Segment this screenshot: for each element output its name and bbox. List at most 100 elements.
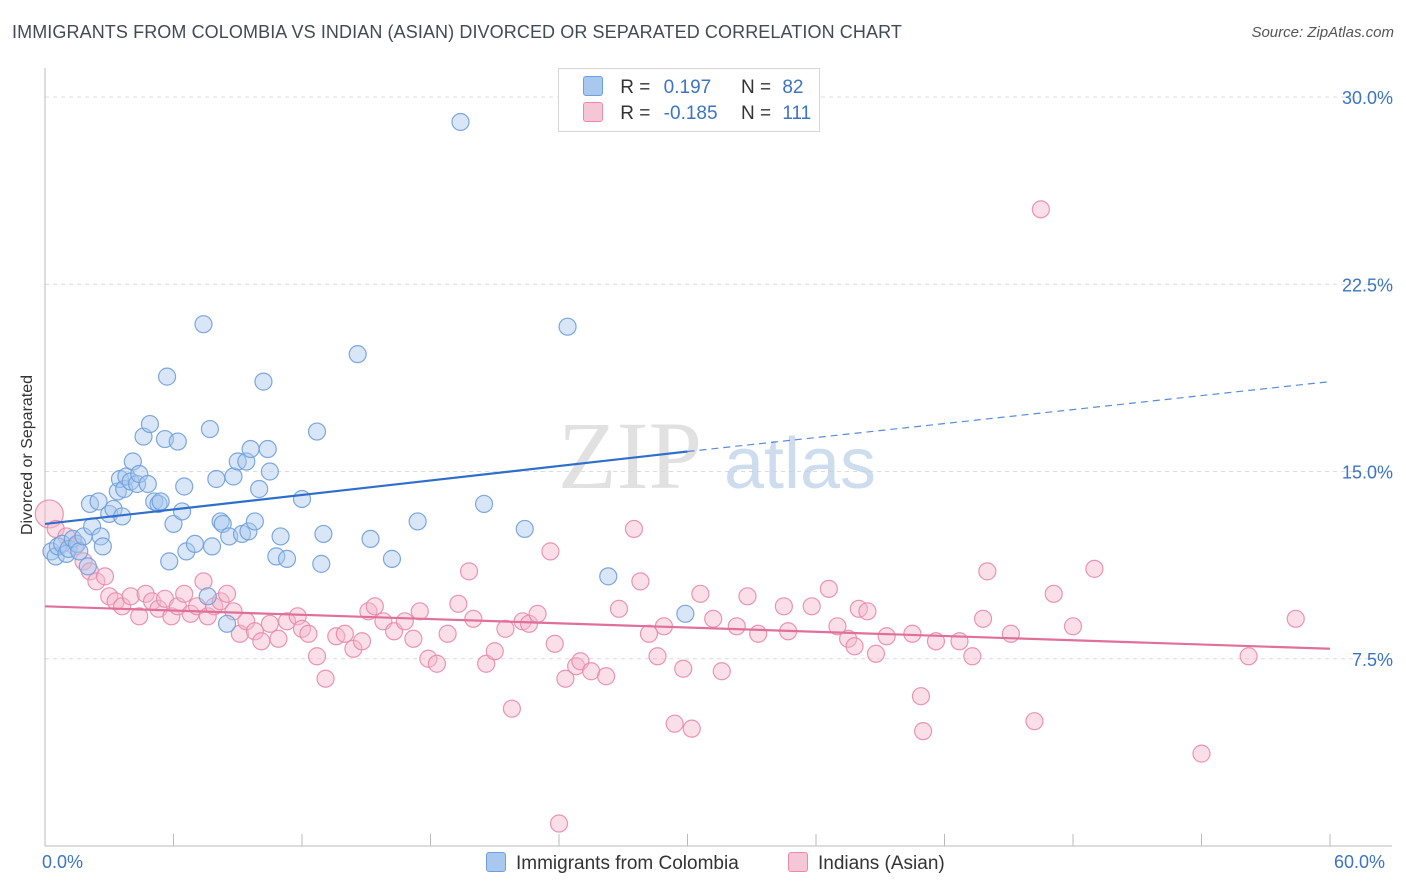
series-immigrants-from-colombia <box>42 112 695 633</box>
data-point <box>335 624 354 643</box>
data-point <box>292 489 312 509</box>
data-point <box>704 609 723 628</box>
y-tick-label: 7.5% <box>1352 650 1393 670</box>
data-point <box>474 494 494 514</box>
data-point <box>464 609 483 628</box>
data-point <box>157 367 177 386</box>
legend-n-value: 111 <box>782 103 812 124</box>
data-point <box>89 492 108 511</box>
data-point <box>307 422 327 441</box>
legend-swatch-pink <box>583 102 603 122</box>
data-point <box>599 567 618 586</box>
data-point <box>639 624 659 643</box>
legend-r-label: R = <box>620 103 651 124</box>
data-point <box>496 619 515 638</box>
legend-r-label: R = <box>620 77 651 98</box>
data-point <box>382 549 402 568</box>
data-point <box>802 597 821 616</box>
data-point <box>556 669 575 688</box>
data-point <box>828 617 847 636</box>
axes <box>44 68 1392 847</box>
legend-swatch-blue <box>583 76 603 96</box>
data-point <box>648 647 667 666</box>
data-point <box>254 372 273 391</box>
data-point <box>269 629 288 648</box>
data-point <box>314 524 333 544</box>
data-point <box>245 512 264 531</box>
data-point <box>978 562 997 581</box>
stats-legend: R = 0.197 N = 82 R = -0.185 N = 111 <box>558 68 820 132</box>
y-tick-label: 15.0% <box>1342 463 1393 483</box>
data-point <box>130 607 149 626</box>
data-point <box>162 607 181 626</box>
data-point <box>87 572 106 591</box>
data-point <box>1001 624 1020 643</box>
data-point <box>140 414 160 434</box>
data-point <box>352 632 372 651</box>
data-point <box>136 584 155 603</box>
data-point <box>194 315 213 334</box>
data-point <box>624 519 644 539</box>
watermark-zip: ZIP <box>558 402 702 509</box>
legend-label-indians: Indians (Asian) <box>818 853 945 874</box>
data-point <box>194 572 213 591</box>
data-point <box>260 462 279 481</box>
data-point <box>175 477 194 496</box>
data-point <box>549 814 569 833</box>
legend-r-value: 0.197 <box>663 77 712 98</box>
data-point <box>973 609 993 628</box>
data-point <box>774 597 793 616</box>
data-point <box>427 654 447 673</box>
data-point <box>138 474 157 494</box>
data-point <box>727 617 746 636</box>
watermark-atlas: atlas <box>724 424 876 504</box>
data-point <box>258 439 277 459</box>
legend-swatch-blue <box>486 852 506 872</box>
data-point <box>558 317 577 336</box>
data-point <box>528 604 547 623</box>
data-point <box>185 534 205 554</box>
data-point <box>121 587 140 606</box>
data-point <box>913 722 933 741</box>
data-point <box>93 537 112 556</box>
trend-line-colombia <box>44 450 688 526</box>
legend-swatch-pink <box>788 852 808 872</box>
data-point <box>164 514 183 534</box>
data-point <box>449 594 468 613</box>
x-tick-max: 60.0% <box>1334 852 1386 872</box>
data-point <box>46 519 65 539</box>
data-point <box>224 467 243 486</box>
data-point <box>168 432 187 451</box>
data-point <box>609 599 629 618</box>
trend-line-indians <box>44 605 1331 650</box>
data-point <box>245 622 264 641</box>
data-point <box>404 629 423 648</box>
data-point <box>410 602 429 621</box>
legend-r-value: -0.185 <box>663 103 718 124</box>
data-point <box>395 612 414 631</box>
data-point <box>68 534 87 554</box>
data-point <box>545 634 564 653</box>
data-point <box>151 492 170 511</box>
trend-line-colombia-extension <box>687 381 1331 453</box>
data-point <box>271 527 290 546</box>
data-point <box>239 522 258 541</box>
legend-n-label: N = <box>740 77 772 98</box>
y-tick-label: 22.5% <box>1342 275 1393 295</box>
data-point <box>361 529 380 549</box>
data-point <box>502 699 521 718</box>
data-point <box>926 632 946 651</box>
data-point <box>665 714 684 733</box>
data-point <box>676 604 695 623</box>
data-point <box>348 345 367 364</box>
data-point <box>299 624 318 643</box>
data-point <box>307 647 327 666</box>
data-point <box>241 439 260 459</box>
data-point <box>160 552 179 571</box>
grid-lines <box>45 96 1392 660</box>
data-point <box>819 579 838 598</box>
data-point <box>597 667 616 686</box>
data-point <box>211 512 230 531</box>
data-point <box>78 557 97 576</box>
